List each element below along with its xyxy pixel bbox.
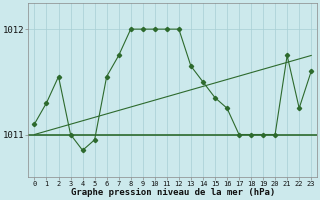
X-axis label: Graphe pression niveau de la mer (hPa): Graphe pression niveau de la mer (hPa) [71, 188, 275, 197]
